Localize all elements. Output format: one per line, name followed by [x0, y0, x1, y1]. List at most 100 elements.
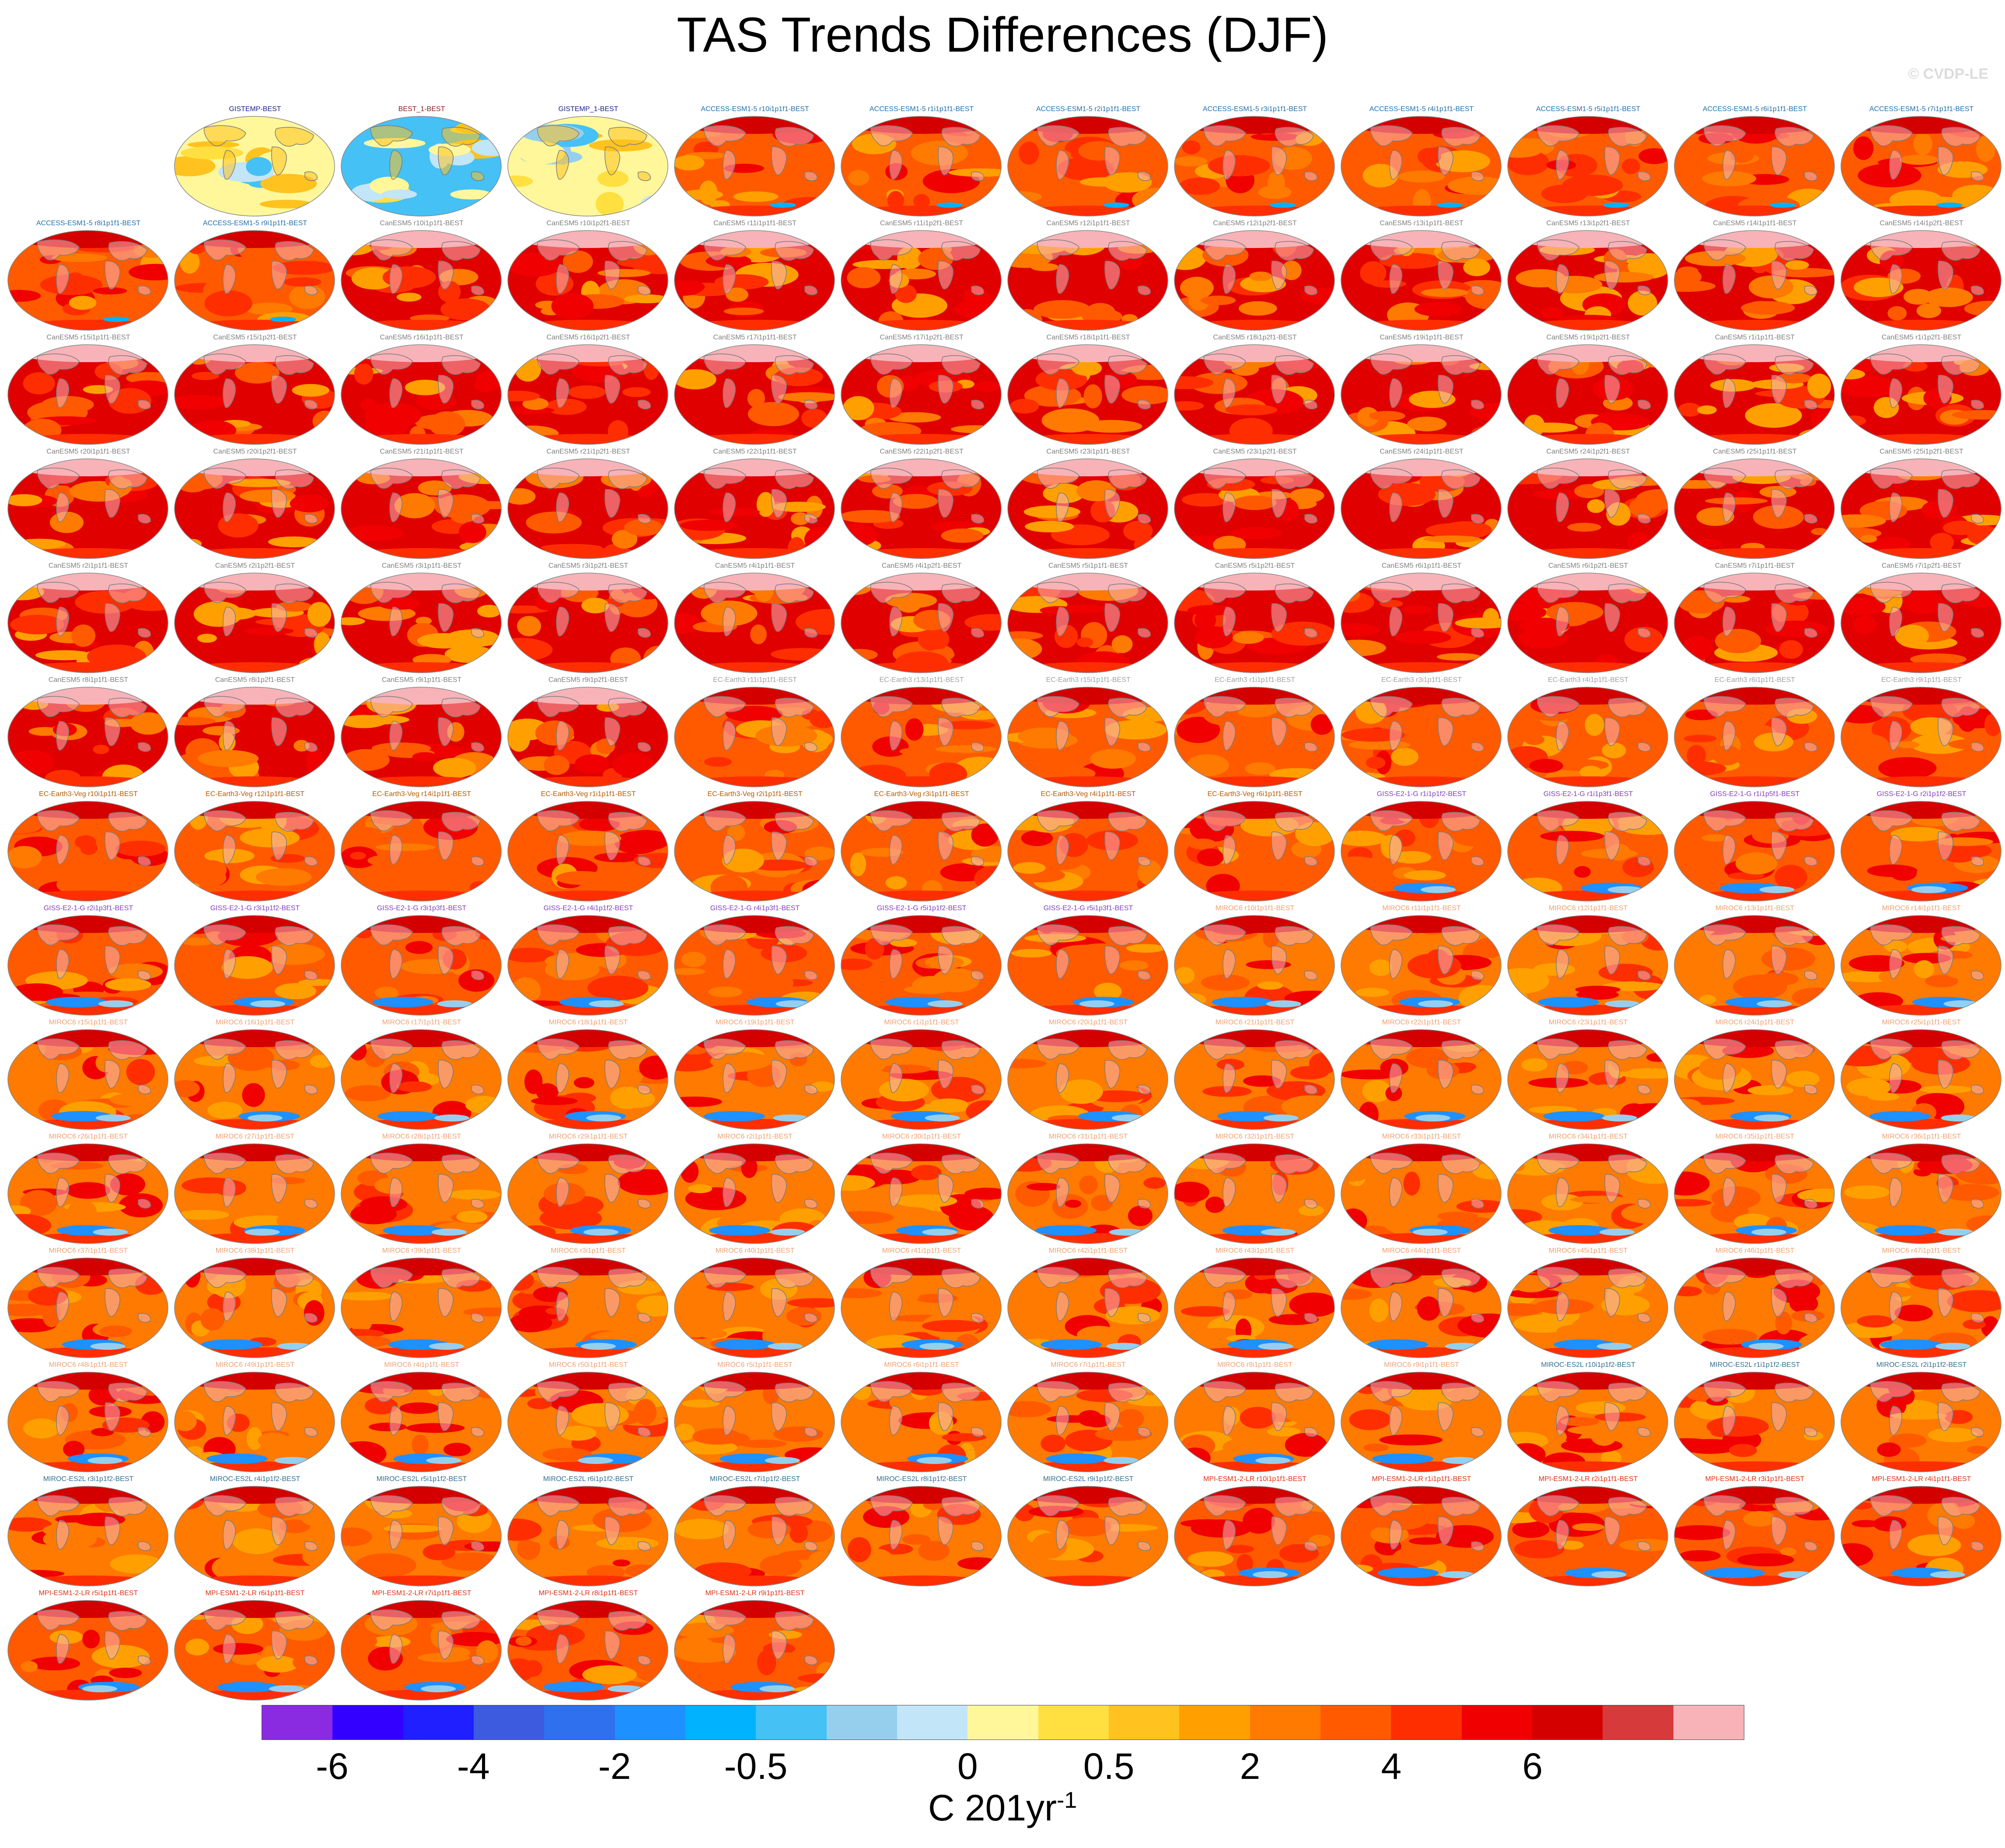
continent-outline: [1389, 378, 1402, 408]
globe-map: [841, 1372, 1002, 1472]
trend-patch: [175, 548, 335, 559]
continent-outline: [941, 583, 981, 604]
colorbar: [262, 1705, 1744, 1740]
continent-outline: [271, 717, 287, 746]
map-panel: GISS-E2-1-G r2i1p1f2-BEST: [1838, 789, 2005, 904]
continent-outline: [1438, 147, 1453, 175]
continent-outline: [203, 125, 246, 147]
continent-outline: [389, 150, 402, 180]
continent-outline: [1771, 261, 1787, 290]
panel-title: CanESM5 r2i1p1f1-BEST: [48, 562, 129, 569]
trend-patch: [1379, 1434, 1443, 1446]
continent-outline: [1556, 721, 1569, 751]
trend-patch: [349, 1041, 367, 1061]
continent-outline: [1438, 261, 1453, 290]
continent-outline: [1537, 125, 1579, 147]
continent-outline: [105, 261, 120, 290]
globe-border: [1174, 116, 1335, 217]
trend-patch: [1841, 206, 2001, 216]
trend-patch: [804, 527, 835, 552]
globe-border: [1674, 687, 1835, 787]
continent-outline: [889, 493, 902, 522]
continent-outline: [556, 607, 569, 636]
trend-patch: [1008, 891, 1168, 901]
trend-patch: [1938, 1229, 1974, 1236]
map-panel: EC-Earth3-Veg r4i1p1f1-BEST: [1005, 789, 1171, 904]
trend-patch: [1853, 615, 1877, 634]
trend-patch: [511, 977, 541, 1004]
globe-border: [7, 344, 168, 445]
globe-border: [1174, 344, 1335, 445]
panel-title: BEST_1-BEST: [398, 105, 445, 113]
panel-title: CanESM5 r11i1p2f1-BEST: [880, 220, 963, 227]
trend-patch: [748, 402, 799, 426]
continent-outline: [1389, 493, 1402, 522]
trend-patch: [1418, 1000, 1453, 1007]
trend-patch: [1289, 488, 1324, 503]
trend-patch: [708, 986, 742, 997]
panel-title: CanESM5 r16i1p2f1-BEST: [546, 334, 630, 341]
globe-map: [1341, 1258, 1502, 1358]
globe-map: [507, 458, 668, 559]
map-panel: MIROC6 r27i1p1f1-BEST: [172, 1132, 338, 1246]
trend-patch: [93, 1229, 128, 1236]
trend-patch: [1684, 734, 1717, 743]
trend-patch: [1118, 1409, 1144, 1429]
trend-patch: [1779, 640, 1803, 659]
trend-patch: [1070, 961, 1086, 985]
map-panel: MIROC6 r36i1p1f1-BEST: [1838, 1132, 2005, 1246]
continent-outline: [389, 493, 402, 522]
continent-outline: [223, 378, 236, 408]
continent-outline: [870, 696, 913, 717]
continent-outline: [1037, 810, 1079, 831]
panel-title: MIROC6 r35i1p1f1-BEST: [1715, 1133, 1795, 1140]
trend-patch: [1200, 295, 1236, 305]
continent-outline: [304, 856, 318, 866]
continent-outline: [1941, 241, 1981, 261]
continent-outline: [471, 514, 484, 524]
continent-outline: [1438, 603, 1453, 632]
globe-map: [1007, 1029, 1168, 1130]
trend-patch: [927, 1000, 963, 1007]
trend-patch: [429, 411, 465, 437]
continent-outline: [1870, 582, 1913, 603]
trend-patch: [518, 142, 565, 164]
continent-outline: [271, 489, 287, 518]
map-panel: MIROC6 r9i1p1f1-BEST: [1338, 1360, 1505, 1474]
map-panel: MIROC6 r22i1p1f1-BEST: [1338, 1017, 1505, 1132]
panel-title: MIROC6 r14i1p1f1-BEST: [1882, 905, 1961, 912]
globe-map: [1841, 915, 2002, 1016]
globe-map: [1174, 687, 1335, 787]
trend-patch: [1770, 203, 1796, 208]
globe-map: [341, 1372, 502, 1472]
continent-outline: [37, 810, 80, 831]
continent-outline: [608, 583, 647, 604]
map-panel: MIROC6 r32i1p1f1-BEST: [1172, 1132, 1338, 1246]
map-panel: CanESM5 r10i1p2f1-BEST: [505, 218, 671, 333]
trend-patch: [1877, 1442, 1901, 1457]
continent-outline: [1104, 603, 1120, 632]
trend-patch: [87, 1457, 123, 1464]
continent-outline: [370, 468, 413, 489]
map-panel: MPI-ESM1-2-LR r6i1p1f1-BEST: [172, 1588, 338, 1703]
trend-patch: [1253, 1571, 1288, 1578]
panel-title: GISS-E2-1-G r2i1p3f1-BEST: [43, 905, 133, 912]
trend-patch: [52, 253, 108, 262]
panel-title: MPI-ESM1-2-LR r10i1p1f1-BEST: [1203, 1475, 1306, 1483]
trend-patch: [396, 1081, 432, 1092]
trend-patch: [433, 758, 476, 778]
panel-title: MIROC6 r9i1p1f1-BEST: [1384, 1361, 1459, 1369]
globe-map: [507, 801, 668, 901]
trend-patch: [1674, 206, 1834, 216]
continent-outline: [105, 603, 120, 632]
trend-patch: [1687, 745, 1706, 766]
continent-outline: [889, 150, 902, 180]
trend-patch: [919, 1343, 955, 1350]
continent-outline: [608, 469, 647, 489]
globe-map: [1007, 573, 1168, 673]
trend-patch: [1174, 206, 1334, 216]
globe-map: [174, 1029, 335, 1130]
continent-outline: [604, 375, 620, 404]
trend-patch: [1811, 409, 1830, 428]
trend-patch: [508, 638, 553, 662]
